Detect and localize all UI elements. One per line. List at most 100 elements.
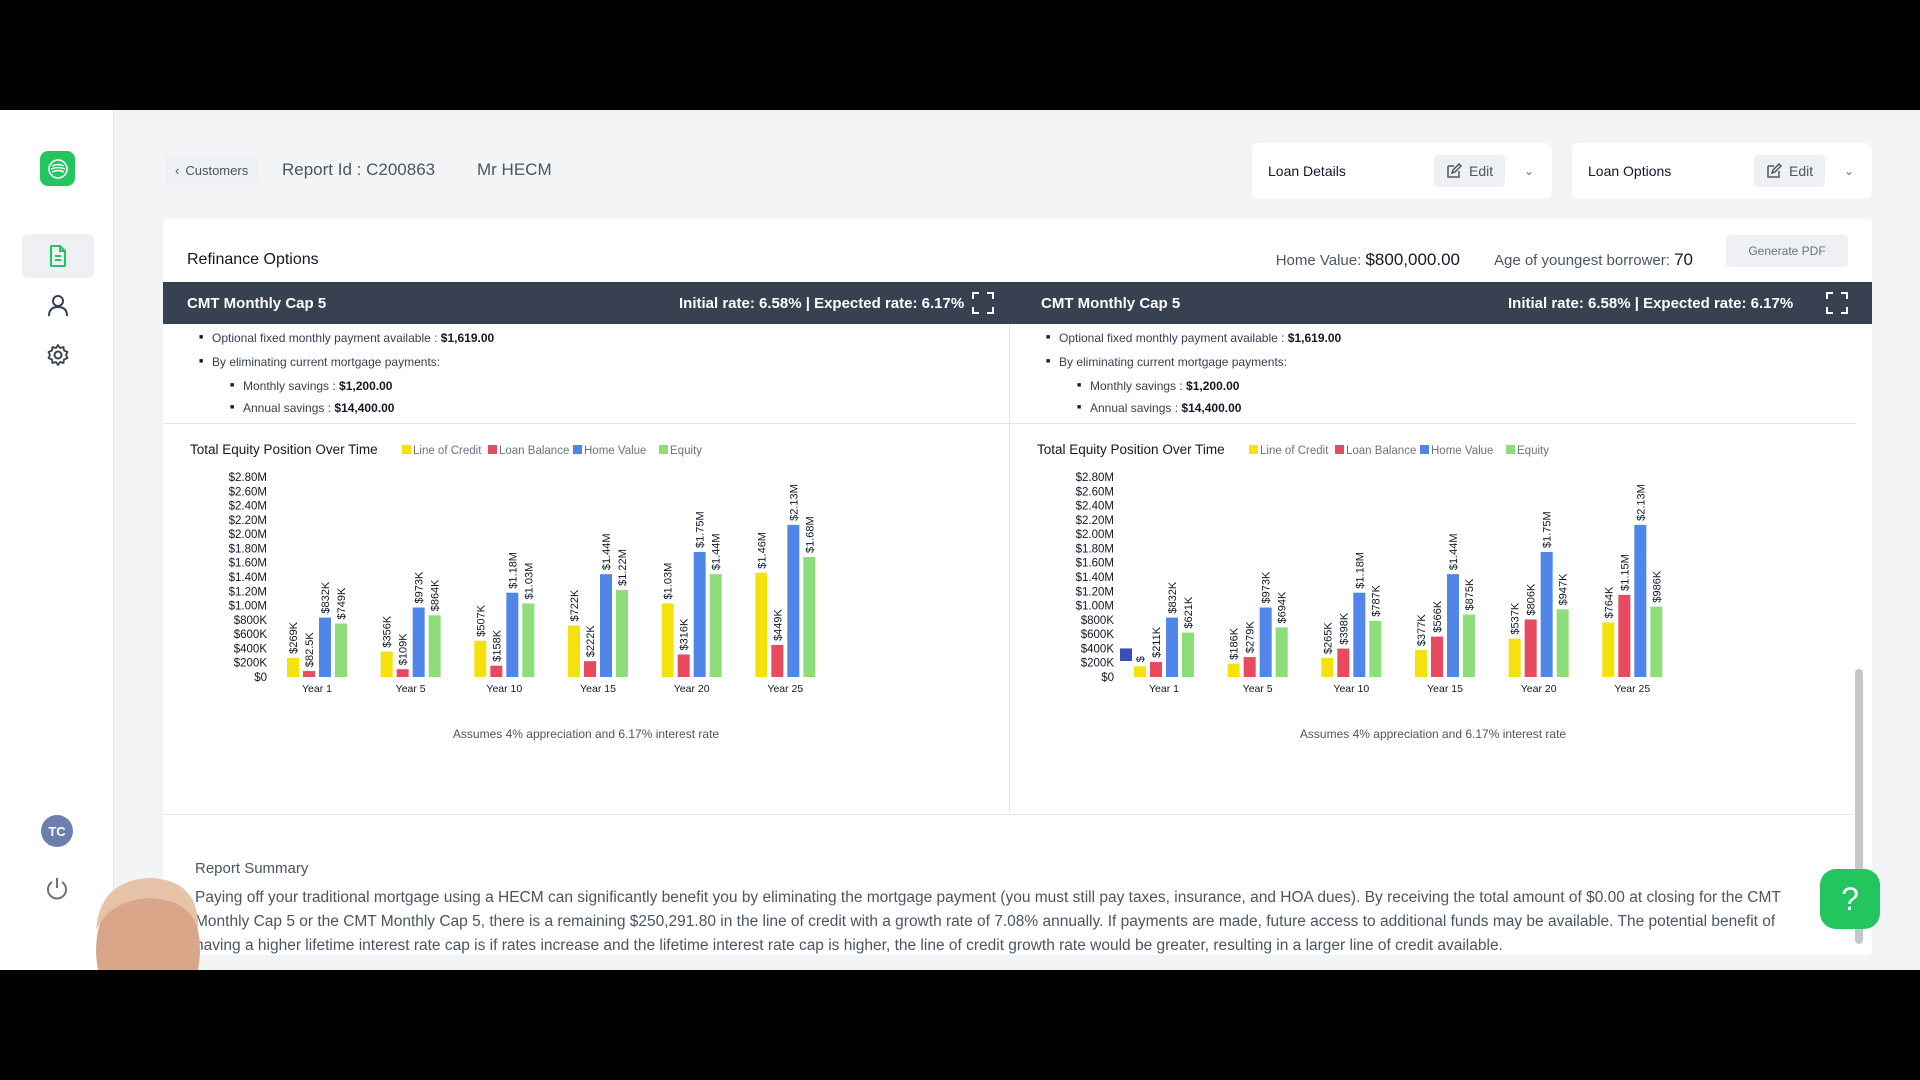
chart-bar[interactable]	[1556, 609, 1569, 677]
chart-bar[interactable]	[1243, 657, 1256, 677]
chart-bar[interactable]	[412, 607, 425, 678]
report-id: Report Id : C200863	[282, 160, 436, 179]
chart-bar[interactable]	[303, 671, 315, 677]
expand-button[interactable]	[1826, 292, 1848, 318]
x-tick-label: Year 1	[1149, 683, 1179, 695]
bar-data-label: $1.03M	[523, 563, 535, 600]
chart-bar[interactable]	[1337, 648, 1350, 677]
chart-bar[interactable]	[677, 654, 690, 677]
legend-swatch	[1249, 445, 1258, 454]
bar-data-label: $1.44M	[601, 533, 613, 570]
chevron-down-icon[interactable]: ⌄	[1844, 164, 1855, 178]
back-to-customers-button[interactable]: ‹ Customers	[165, 155, 259, 185]
help-button[interactable]: ?	[1820, 869, 1880, 929]
nav-reports[interactable]	[22, 234, 94, 278]
chart-bar[interactable]	[616, 589, 628, 677]
y-tick-label: $1.20M	[1076, 586, 1114, 598]
legend-label[interactable]: Loan Balance	[1346, 445, 1416, 457]
chart-bar[interactable]	[474, 640, 487, 677]
chart-bar[interactable]	[1618, 594, 1631, 677]
chart-bar[interactable]	[287, 657, 299, 677]
chart-bar[interactable]	[1540, 552, 1553, 677]
chart-bar[interactable]	[1463, 614, 1475, 678]
chart-bar[interactable]	[1415, 650, 1427, 677]
chart-bar[interactable]	[709, 574, 722, 677]
chart-bar[interactable]	[1134, 666, 1146, 677]
chart-bar[interactable]	[1650, 606, 1663, 677]
legend-label[interactable]: Line of Credit	[1260, 445, 1329, 457]
expand-button[interactable]	[972, 292, 994, 318]
chart-bar[interactable]	[1321, 658, 1334, 677]
loan-options-edit-button[interactable]: Edit	[1754, 155, 1826, 187]
chart-bar[interactable]	[1150, 661, 1162, 677]
y-tick-label: $0	[254, 672, 267, 684]
chart-bar[interactable]	[755, 572, 768, 677]
chart-bar[interactable]	[1447, 574, 1459, 677]
chart-bar[interactable]	[600, 574, 612, 677]
chart-bar[interactable]	[506, 592, 519, 677]
bar-data-label: $832K	[1167, 581, 1179, 613]
chart-bar[interactable]	[1634, 524, 1647, 677]
chart-bar[interactable]	[584, 661, 596, 677]
legend-label[interactable]: Equity	[670, 445, 702, 457]
nav-settings[interactable]	[22, 333, 94, 377]
chart-bar[interactable]	[335, 623, 347, 678]
legend-label[interactable]: Home Value	[584, 445, 646, 457]
legend-label[interactable]: Home Value	[1431, 445, 1493, 457]
chart-bar[interactable]	[568, 625, 580, 677]
chart-bar[interactable]	[1524, 619, 1537, 677]
chart-bar[interactable]	[428, 615, 441, 677]
chevron-down-icon[interactable]: ⌄	[1524, 164, 1535, 178]
chart-bar[interactable]	[1259, 607, 1272, 678]
chart-bar[interactable]	[1182, 632, 1194, 677]
vertical-scrollbar[interactable]	[1854, 324, 1864, 955]
y-tick-label: $1.00M	[1076, 601, 1114, 613]
card-title: Refinance Options	[187, 251, 319, 268]
generate-pdf-button[interactable]: Generate PDF	[1726, 235, 1848, 267]
y-tick-label: $200K	[1081, 658, 1115, 670]
chart-bar[interactable]	[1166, 617, 1178, 677]
chart-bar[interactable]	[1602, 622, 1615, 677]
legend-label[interactable]: Line of Credit	[413, 445, 482, 457]
chart-bar[interactable]	[396, 669, 409, 677]
chart-bar[interactable]	[803, 557, 816, 677]
chart-bar[interactable]	[661, 603, 674, 677]
bar-data-label: $265K	[1322, 622, 1334, 654]
chart-bar[interactable]	[380, 651, 393, 677]
x-tick-label: Year 20	[674, 683, 710, 695]
chart-bar[interactable]	[771, 644, 784, 677]
chart-bar[interactable]	[1369, 620, 1382, 677]
chart-bar[interactable]	[1275, 627, 1288, 677]
user-icon	[48, 295, 68, 317]
legend-swatch	[1335, 445, 1344, 454]
chart-bar[interactable]	[693, 552, 706, 677]
scrollbar-thumb[interactable]	[1855, 669, 1863, 944]
chart-bar[interactable]	[1508, 638, 1521, 677]
chart-bar[interactable]	[319, 617, 331, 677]
bar-data-label: $	[1135, 656, 1147, 662]
legend-label[interactable]: Loan Balance	[499, 445, 569, 457]
bar-data-label: $398K	[1338, 612, 1350, 644]
chart-bar[interactable]	[1120, 648, 1132, 661]
bar-data-label: $1.18M	[507, 552, 519, 589]
webcam-overlay	[96, 878, 200, 970]
bar-data-label: $109K	[398, 633, 410, 665]
chart-bar[interactable]	[787, 524, 800, 677]
chart-bar[interactable]	[490, 665, 503, 677]
loan-options-label: Loan Options	[1588, 163, 1672, 179]
bullet-label: Monthly savings :	[243, 379, 340, 393]
user-avatar[interactable]: TC	[41, 815, 73, 847]
loan-details-pill: Loan Details Edit ⌄	[1252, 143, 1552, 199]
app-logo[interactable]	[40, 151, 75, 186]
chart-bar[interactable]	[1353, 592, 1366, 677]
loan-details-edit-button[interactable]: Edit	[1434, 155, 1506, 187]
bullet-value: $1,200.00	[1186, 379, 1240, 393]
chart-bar[interactable]	[1431, 636, 1443, 677]
chart-bar[interactable]	[522, 603, 535, 677]
y-tick-label: $2.00M	[229, 529, 267, 541]
nav-customers[interactable]	[22, 283, 94, 327]
logout-button[interactable]	[44, 876, 70, 907]
legend-label[interactable]: Equity	[1517, 445, 1549, 457]
y-tick-label: $600K	[234, 629, 268, 641]
chart-bar[interactable]	[1227, 663, 1240, 677]
